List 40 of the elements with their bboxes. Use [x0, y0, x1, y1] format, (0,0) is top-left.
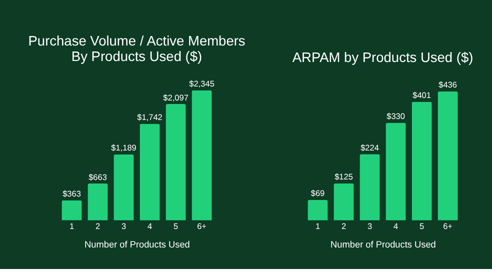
- data-label: $1,742: [137, 113, 163, 122]
- x-tick-label: 2: [341, 222, 346, 232]
- bar: [308, 200, 328, 220]
- bar: [114, 154, 134, 220]
- data-label: $663: [88, 172, 108, 182]
- chart-title: Purchase Volume / Active Members By Products Used ($): [28, 33, 246, 64]
- x-tick-label: 3: [367, 222, 372, 232]
- x-tick-label: 4: [393, 222, 398, 232]
- data-label: $363: [62, 190, 82, 199]
- x-tick-label: 5: [419, 222, 424, 232]
- x-axis-title: Number of Products Used: [330, 239, 436, 250]
- x-tick-label: 1: [315, 222, 320, 232]
- bar: [88, 184, 108, 220]
- bar: [166, 104, 186, 220]
- data-label: $2,345: [189, 80, 215, 89]
- bar: [192, 90, 212, 220]
- bar: [140, 124, 160, 220]
- x-tick-label: 6+: [443, 222, 453, 232]
- x-tick-label: 4: [147, 222, 152, 232]
- data-label: $436: [438, 80, 458, 90]
- x-tick-label: 6+: [197, 222, 207, 232]
- data-label: $125: [334, 172, 354, 182]
- data-label: $69: [310, 189, 326, 198]
- bar: [62, 200, 82, 220]
- x-tick-label: 2: [95, 222, 100, 232]
- bar: [412, 102, 432, 220]
- data-label: $1,189: [111, 144, 137, 153]
- data-label: $401: [412, 91, 432, 100]
- bar: [334, 183, 354, 220]
- x-axis-title: Number of Products Used: [84, 239, 190, 250]
- x-tick-label: 5: [173, 222, 178, 232]
- bar: [438, 91, 458, 220]
- x-tick-label: 1: [69, 222, 74, 232]
- data-label: $2,097: [163, 93, 189, 102]
- data-label: $330: [386, 112, 406, 122]
- bar: [386, 122, 406, 220]
- data-label: $224: [360, 143, 380, 152]
- chart-title: ARPAM by Products Used ($): [292, 50, 474, 65]
- bar: [360, 154, 380, 220]
- x-tick-label: 3: [121, 222, 126, 232]
